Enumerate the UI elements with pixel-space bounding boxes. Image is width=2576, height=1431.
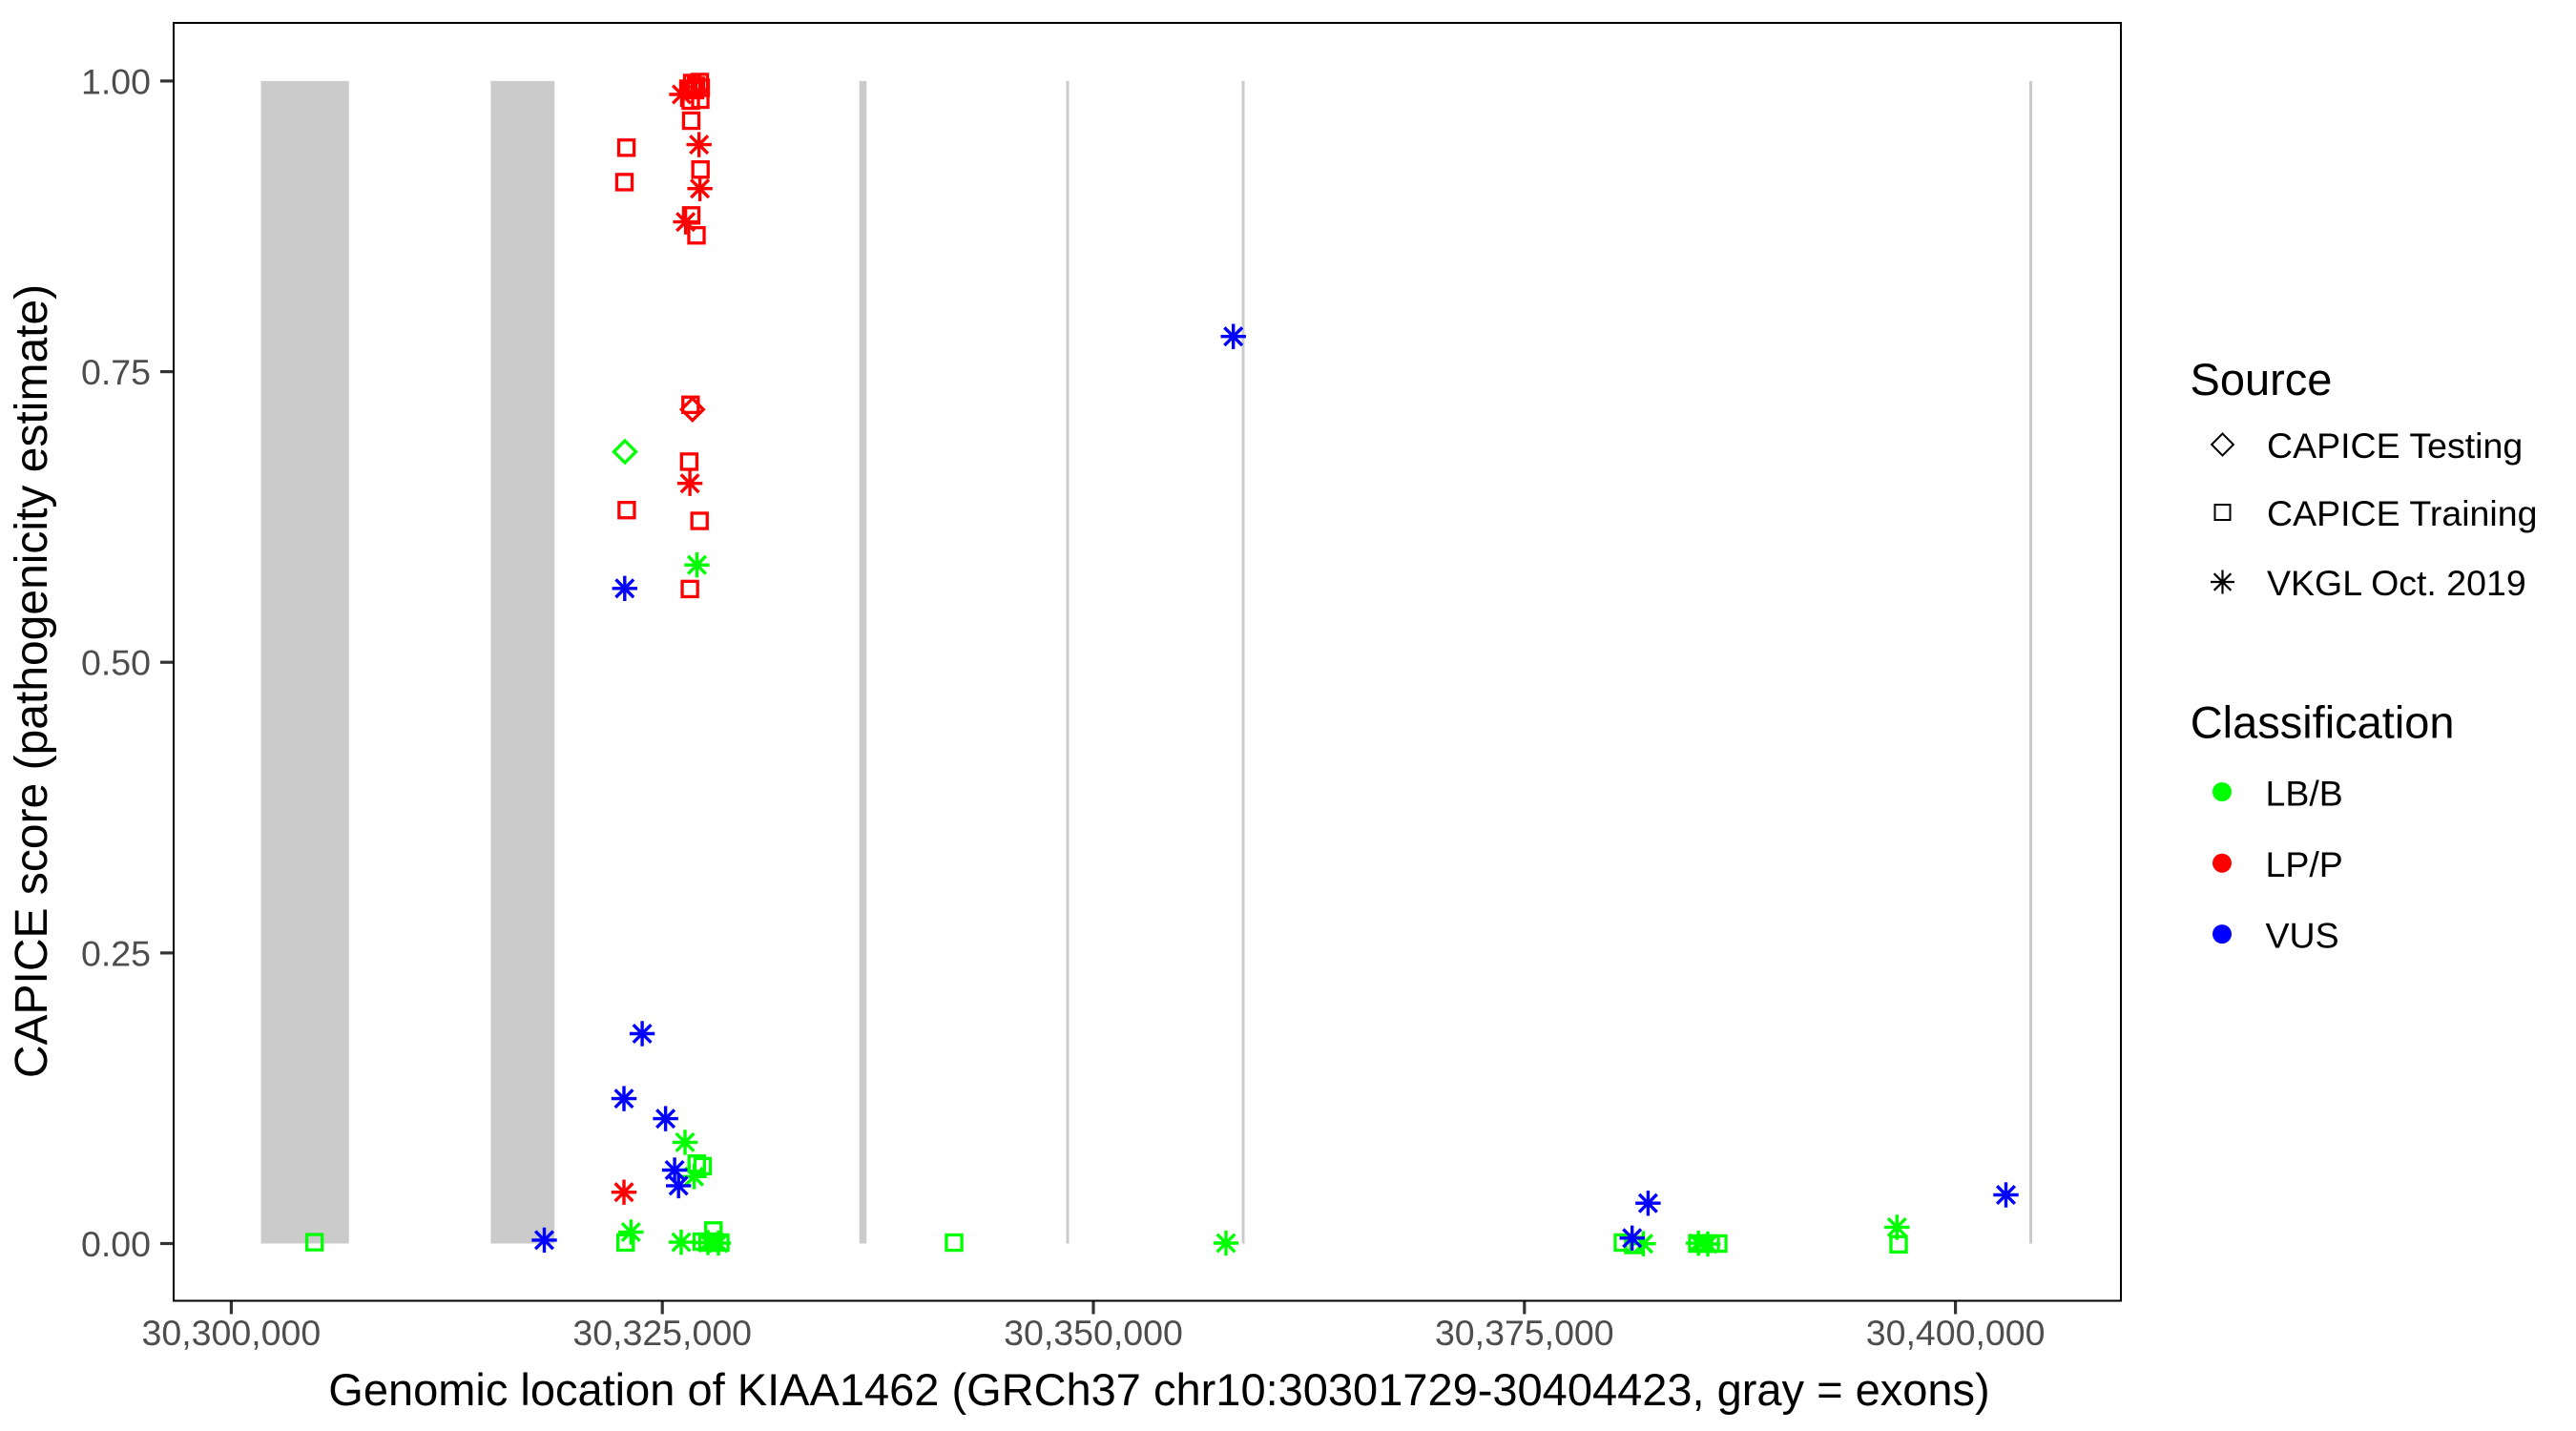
svg-text:0.00: 0.00 <box>81 1224 151 1264</box>
svg-text:Source: Source <box>2191 354 2333 404</box>
svg-text:30,375,000: 30,375,000 <box>1435 1313 1614 1353</box>
svg-text:30,400,000: 30,400,000 <box>1866 1313 2046 1353</box>
svg-text:Genomic location of KIAA1462 (: Genomic location of KIAA1462 (GRCh37 chr… <box>328 1364 1989 1415</box>
svg-text:VKGL Oct. 2019: VKGL Oct. 2019 <box>2267 563 2526 603</box>
svg-text:30,300,000: 30,300,000 <box>142 1313 322 1353</box>
svg-text:VUS: VUS <box>2266 916 2339 956</box>
svg-text:1.00: 1.00 <box>81 61 151 101</box>
svg-text:30,350,000: 30,350,000 <box>1004 1313 1183 1353</box>
svg-text:LB/B: LB/B <box>2266 774 2343 814</box>
svg-text:CAPICE Training: CAPICE Training <box>2267 493 2537 533</box>
svg-text:0.25: 0.25 <box>81 933 151 973</box>
svg-text:CAPICE score (pathogenicity es: CAPICE score (pathogenicity estimate) <box>7 284 57 1078</box>
svg-text:CAPICE Testing: CAPICE Testing <box>2267 425 2523 466</box>
svg-text:Classification: Classification <box>2191 696 2455 747</box>
svg-text:LP/P: LP/P <box>2266 844 2343 884</box>
svg-text:0.50: 0.50 <box>81 643 151 683</box>
svg-text:0.75: 0.75 <box>81 352 151 392</box>
svg-text:30,325,000: 30,325,000 <box>572 1313 752 1353</box>
